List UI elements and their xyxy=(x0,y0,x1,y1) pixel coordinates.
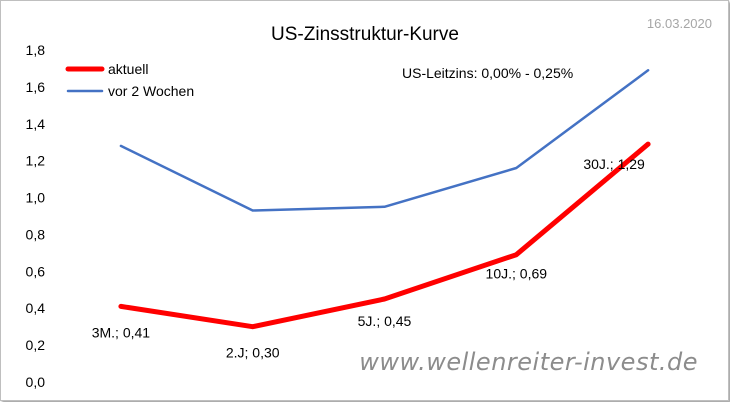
policy-rate-note: US-Leitzins: 0,00% - 0,25% xyxy=(402,65,573,81)
y-tick-label: 0,8 xyxy=(26,226,46,242)
legend: aktuell vor 2 Wochen xyxy=(65,61,194,99)
chart-date: 16.03.2020 xyxy=(647,16,712,31)
data-label: 10J.; 0,69 xyxy=(486,266,548,282)
y-tick-label: 0,0 xyxy=(26,374,46,390)
series-layer xyxy=(118,69,651,330)
series-line-aktuell xyxy=(118,141,651,330)
y-tick-label: 1,6 xyxy=(26,79,46,95)
data-label: 3M.; 0,41 xyxy=(92,324,151,340)
y-tick-label: 1,8 xyxy=(26,42,46,58)
series-line-vor-2-wochen xyxy=(119,69,650,212)
data-label: 2.J; 0,30 xyxy=(226,345,280,361)
y-tick-label: 1,2 xyxy=(26,153,46,169)
y-tick-label: 0,4 xyxy=(26,300,46,316)
watermark: www.wellenreiter-invest.de xyxy=(359,348,698,376)
y-tick-label: 0,2 xyxy=(26,337,46,353)
chart-title: US-Zinsstruktur-Kurve xyxy=(271,24,459,45)
y-tick-label: 0,6 xyxy=(26,263,46,279)
data-label: 30J.; 1,29 xyxy=(583,156,645,172)
y-tick-label: 1,4 xyxy=(26,116,46,132)
y-tick-label: 1,0 xyxy=(26,190,46,206)
legend-label-aktuell: aktuell xyxy=(108,61,148,77)
legend-label-vor-2-wochen: vor 2 Wochen xyxy=(108,83,194,99)
data-label: 5J.; 0,45 xyxy=(358,313,412,329)
data-labels: 3M.; 0,41 2.J; 0,30 5J.; 0,45 10J.; 0,69 30J… xyxy=(92,156,645,361)
y-axis: 0,0 0,2 0,4 0,6 0,8 1,0 1,2 1,4 1,6 1,8 xyxy=(26,42,46,390)
